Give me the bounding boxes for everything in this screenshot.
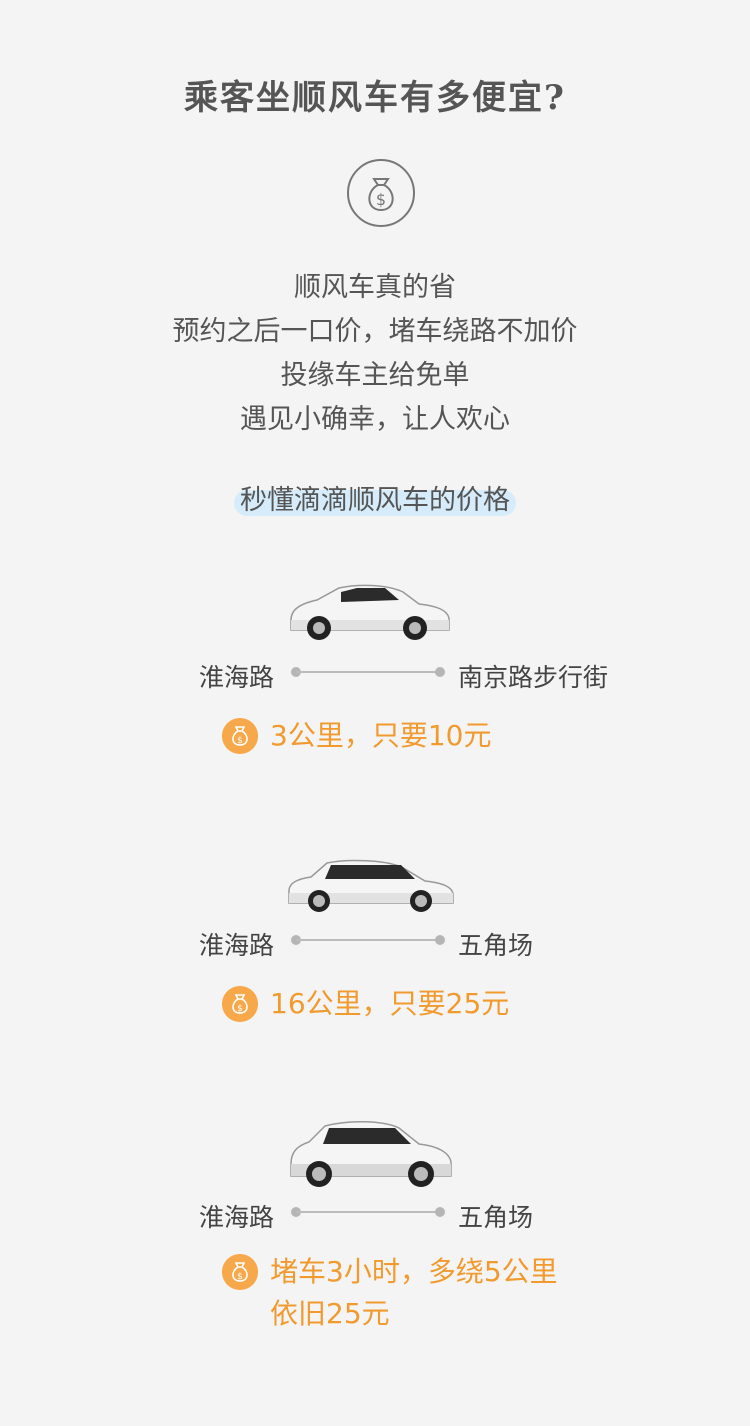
route-row: 淮海路 五角场 bbox=[0, 926, 750, 960]
route-end-dot bbox=[435, 935, 445, 945]
svg-text:$: $ bbox=[237, 736, 243, 746]
intro-line: 顺风车真的省 bbox=[294, 272, 456, 303]
price-text: 3公里，只要10元 bbox=[270, 719, 492, 752]
intro-line: 投缘车主给免单 bbox=[280, 360, 470, 391]
route-origin: 淮海路 bbox=[199, 1203, 275, 1232]
route-line bbox=[296, 939, 440, 941]
intro-line: 预约之后一口价，堵车绕路不加价 bbox=[172, 316, 578, 347]
price-text: 堵车3小时，多绕5公里 bbox=[270, 1255, 558, 1288]
route-origin: 淮海路 bbox=[199, 931, 275, 960]
car-icon bbox=[288, 859, 454, 912]
section-heading: 秒懂滴滴顺风车的价格 bbox=[234, 482, 516, 520]
money-bag-icon: $ bbox=[222, 986, 258, 1022]
money-bag-icon: $ bbox=[222, 1254, 258, 1290]
money-bag-icon: $ bbox=[347, 159, 415, 227]
route-destination: 南京路步行街 bbox=[458, 663, 609, 692]
car-icon bbox=[290, 584, 450, 640]
route-row: 淮海路 五角场 bbox=[0, 1198, 750, 1232]
svg-text:$: $ bbox=[237, 1004, 243, 1014]
intro-text: 顺风车真的省 预约之后一口价，堵车绕路不加价 投缘车主给免单 遇见小确幸，让人欢… bbox=[0, 266, 750, 442]
route-destination: 五角场 bbox=[458, 1203, 534, 1232]
route-end-dot bbox=[435, 667, 445, 677]
price-text: 16公里，只要25元 bbox=[270, 987, 510, 1020]
svg-text:$: $ bbox=[237, 1272, 243, 1282]
money-bag-icon: $ bbox=[222, 718, 258, 754]
route-origin: 淮海路 bbox=[199, 663, 275, 692]
route-end-dot bbox=[435, 1207, 445, 1217]
route-destination: 五角场 bbox=[458, 931, 534, 960]
page-title: 乘客坐顺风车有多便宜? bbox=[184, 78, 566, 118]
car-icon bbox=[290, 1120, 452, 1187]
route-line bbox=[296, 671, 440, 673]
svg-text:$: $ bbox=[376, 190, 386, 209]
route-line bbox=[296, 1211, 440, 1213]
intro-line: 遇见小确幸，让人欢心 bbox=[240, 404, 510, 435]
route-row: 淮海路 南京路步行街 bbox=[0, 658, 750, 692]
price-text: 依旧25元 bbox=[270, 1297, 390, 1330]
